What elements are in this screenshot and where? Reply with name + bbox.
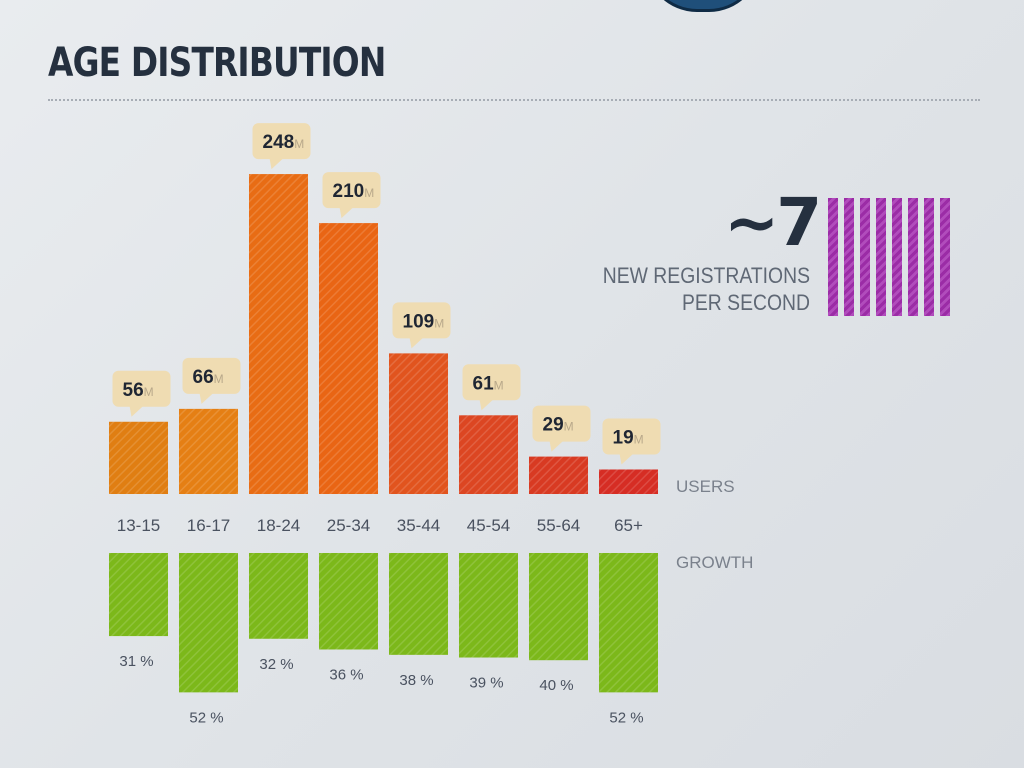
- users-bar-texture: [319, 223, 378, 494]
- registration-tally-bar: [940, 198, 950, 316]
- users-bar-texture: [109, 421, 168, 494]
- registrations-bars: [828, 198, 950, 316]
- growth-value-label: 52 %: [189, 709, 223, 726]
- category-label-18-24: 18-24: [257, 516, 300, 535]
- users-value-callout: 66M: [182, 357, 241, 404]
- users-value-callout: 248M: [252, 123, 311, 170]
- growth-value-label: 32 %: [259, 656, 293, 673]
- page-title: AGE DISTRIBUTION: [48, 40, 386, 86]
- growth-bar-texture: [529, 553, 588, 661]
- registration-tally-bar: [908, 198, 918, 316]
- users-value-label: 19M: [613, 427, 644, 448]
- users-value-callout: 29M: [532, 405, 591, 452]
- users-bar-texture: [179, 408, 238, 494]
- registration-tally-bar: [860, 198, 870, 316]
- growth-bar-texture: [179, 553, 238, 693]
- registrations-caption-line1: NEW REGISTRATIONS: [602, 263, 810, 288]
- growth-value-label: 36 %: [329, 666, 363, 683]
- growth-bar-texture: [459, 553, 518, 658]
- users-value-label: 109M: [403, 311, 445, 332]
- growth-value-label: 38 %: [399, 672, 433, 689]
- users-value-callout: 19M: [602, 418, 661, 465]
- category-label-55-64: 55-64: [537, 516, 580, 535]
- growth-series: 31 % 52 % 32 % 36 % 38 % 39 % 40 % 52 %: [109, 553, 658, 726]
- users-value-callout: 210M: [322, 172, 381, 219]
- growth-bar-texture: [319, 553, 378, 650]
- category-label-25-34: 25-34: [327, 516, 370, 535]
- users-unit-label: M: [364, 186, 374, 200]
- users-unit-label: M: [434, 316, 444, 330]
- registration-tally-bar: [924, 198, 934, 316]
- users-bar-texture: [459, 415, 518, 494]
- users-value-label: 61M: [473, 373, 504, 394]
- growth-bar-texture: [599, 553, 658, 693]
- users-value-callout: 56M: [112, 370, 171, 417]
- users-value-label: 66M: [193, 367, 224, 388]
- category-label-35-44: 35-44: [397, 516, 440, 535]
- users-value-label: 29M: [543, 415, 574, 436]
- users-value-label: 56M: [123, 380, 154, 401]
- category-label-13-15: 13-15: [117, 516, 160, 535]
- users-unit-label: M: [634, 432, 644, 446]
- registration-tally-bar: [828, 198, 838, 316]
- users-bar-texture: [249, 174, 308, 494]
- registration-tally-bar: [876, 198, 886, 316]
- category-label-45-54: 45-54: [467, 516, 510, 535]
- growth-value-label: 40 %: [539, 677, 573, 694]
- users-bar-texture: [529, 456, 588, 494]
- users-series-label: USERS: [676, 477, 735, 496]
- growth-bar-texture: [109, 553, 168, 637]
- users-value-label: 248M: [263, 132, 305, 153]
- category-axis: 13-15 16-17 18-24 25-34 35-44 45-54 55-64 65+: [117, 516, 643, 535]
- category-label-65+: 65+: [614, 516, 643, 535]
- growth-value-label: 39 %: [469, 675, 503, 692]
- users-bar-texture: [389, 353, 448, 494]
- divider: [48, 99, 980, 101]
- users-value-callout: 61M: [462, 364, 521, 411]
- users-unit-label: M: [494, 378, 504, 392]
- users-unit-label: M: [564, 420, 574, 434]
- growth-value-label: 31 %: [119, 653, 153, 670]
- registration-tally-bar: [844, 198, 854, 316]
- registrations-caption: NEW REGISTRATIONS PER SECOND: [590, 262, 810, 316]
- growth-bar-texture: [249, 553, 308, 639]
- growth-value-label: 52 %: [609, 709, 643, 726]
- users-unit-label: M: [214, 372, 224, 386]
- registrations-caption-line2: PER SECOND: [681, 290, 810, 315]
- users-unit-label: M: [294, 137, 304, 151]
- growth-series-label: GROWTH: [676, 553, 753, 572]
- users-value-callout: 109M: [392, 302, 451, 349]
- category-label-16-17: 16-17: [187, 516, 230, 535]
- registrations-number: ~7: [724, 184, 822, 261]
- users-value-label: 210M: [333, 181, 375, 202]
- users-series: 56M 66M 248M 210M 109M 61M 29M 19M: [109, 123, 661, 494]
- users-bar-texture: [599, 469, 658, 494]
- growth-bar-texture: [389, 553, 448, 655]
- users-unit-label: M: [144, 385, 154, 399]
- registration-tally-bar: [892, 198, 902, 316]
